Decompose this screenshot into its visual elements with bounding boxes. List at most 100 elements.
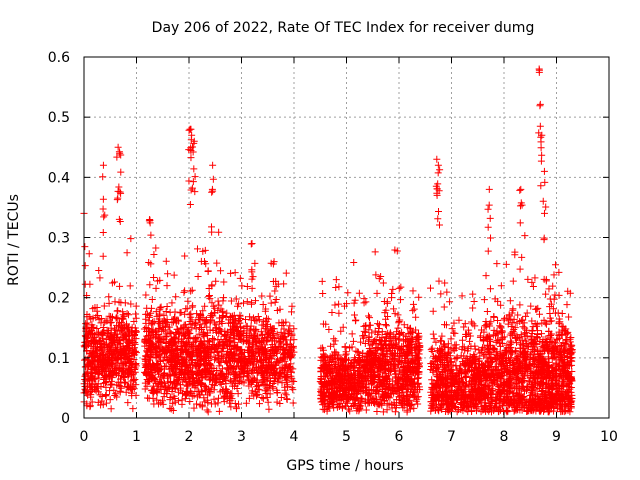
data-point: [188, 286, 196, 294]
data-point: [105, 293, 113, 301]
data-point: [335, 283, 343, 291]
data-point: [148, 295, 156, 303]
data-point: [365, 312, 373, 320]
data-point: [529, 282, 537, 290]
data-point: [458, 336, 466, 344]
data-point: [150, 375, 158, 383]
data-point: [132, 349, 140, 357]
data-point: [282, 269, 290, 277]
data-point: [125, 344, 133, 352]
data-point: [446, 298, 454, 306]
data-point: [107, 381, 115, 389]
data-point: [470, 297, 478, 305]
data-point: [490, 313, 498, 321]
data-point: [415, 293, 423, 301]
data-point: [169, 340, 177, 348]
data-point: [105, 342, 113, 350]
data-point: [521, 232, 529, 240]
data-point: [149, 326, 157, 334]
data-point: [178, 360, 186, 368]
data-point: [169, 356, 177, 364]
data-point: [96, 274, 104, 282]
data-point: [102, 392, 110, 400]
data-point: [146, 337, 154, 345]
data-point: [121, 299, 129, 307]
data-point: [142, 291, 150, 299]
data-point: [87, 342, 95, 350]
data-point: [126, 381, 134, 389]
data-point: [132, 328, 140, 336]
data-point: [227, 269, 235, 277]
data-point: [111, 298, 119, 306]
data-point: [82, 320, 90, 328]
data-point: [170, 271, 178, 279]
data-point: [163, 282, 171, 290]
data-point: [130, 331, 138, 339]
data-point: [85, 329, 93, 337]
data-point: [531, 274, 539, 282]
data-point: [429, 330, 437, 338]
data-point: [258, 292, 266, 300]
data-point: [91, 369, 99, 377]
data-point: [105, 373, 113, 381]
data-point: [86, 359, 94, 367]
data-point: [175, 329, 183, 337]
data-point: [183, 381, 191, 389]
data-point: [157, 364, 165, 372]
data-point: [234, 390, 242, 398]
data-point: [375, 321, 383, 329]
data-point: [410, 305, 418, 313]
data-point: [89, 305, 97, 313]
data-point: [509, 277, 517, 285]
data-point: [98, 397, 106, 405]
data-point: [374, 320, 382, 328]
data-point: [107, 318, 115, 326]
data-point: [150, 388, 158, 396]
data-point: [128, 370, 136, 378]
data-point: [168, 367, 176, 375]
data-point: [465, 337, 473, 345]
data-point: [93, 307, 101, 315]
data-point: [441, 321, 449, 329]
data-point: [170, 318, 178, 326]
data-point: [94, 388, 102, 396]
data-point: [104, 329, 112, 337]
data-point: [179, 390, 187, 398]
data-point: [172, 293, 180, 301]
data-point: [430, 335, 438, 343]
data-point: [243, 283, 251, 291]
data-point: [240, 299, 248, 307]
data-point: [132, 335, 140, 343]
data-point: [118, 348, 126, 356]
data-point: [183, 388, 191, 396]
data-point: [170, 333, 178, 341]
data-point: [117, 354, 125, 362]
data-point: [126, 282, 134, 290]
data-point: [84, 363, 92, 371]
data-point: [325, 326, 333, 334]
data-point: [172, 328, 180, 336]
data-point: [181, 310, 189, 318]
data-point: [460, 323, 468, 331]
data-point: [163, 349, 171, 357]
data-point: [360, 327, 368, 335]
data-point: [130, 356, 138, 363]
data-point: [112, 361, 120, 369]
data-point: [93, 339, 101, 347]
data-point: [164, 385, 172, 393]
data-point: [102, 383, 110, 391]
data-point: [236, 274, 244, 282]
data-point: [146, 377, 154, 385]
data-point: [443, 288, 451, 296]
data-point: [224, 319, 232, 327]
data-point: [438, 332, 446, 340]
data-point: [123, 249, 131, 257]
data-point: [157, 303, 165, 311]
data-point: [118, 361, 126, 369]
data-point: [508, 348, 516, 356]
data-point: [94, 358, 102, 366]
data-point: [118, 324, 126, 332]
data-point: [395, 284, 403, 292]
data-point: [131, 375, 139, 383]
